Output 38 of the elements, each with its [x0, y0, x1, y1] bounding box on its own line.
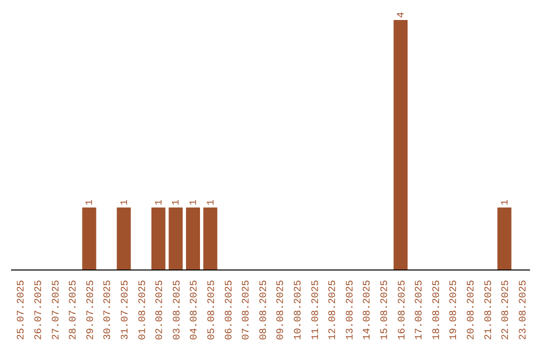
data-label: 1 — [85, 199, 96, 206]
data-label: 1 — [189, 199, 200, 206]
x-tick-label: 27.07.2025 — [51, 280, 62, 340]
data-label: 1 — [120, 199, 131, 206]
x-tick-label: 25.07.2025 — [16, 280, 28, 340]
x-tick-label: 18.08.2025 — [432, 280, 443, 340]
x-tick-label: 09.08.2025 — [276, 280, 288, 340]
x-tick-label: 19.08.2025 — [449, 280, 460, 340]
x-tick-label: 01.08.2025 — [138, 280, 149, 340]
x-tick-label: 12.08.2025 — [328, 280, 340, 340]
x-tick-label: 10.08.2025 — [293, 280, 304, 340]
x-tick-label: 15.08.2025 — [380, 280, 391, 340]
x-tick-label: 07.08.2025 — [242, 280, 253, 340]
x-tick-label: 17.08.2025 — [414, 280, 426, 340]
data-label: 1 — [500, 199, 512, 206]
x-tick-label: 20.08.2025 — [466, 280, 478, 340]
x-tick-label: 28.07.2025 — [68, 280, 80, 340]
x-tick-label: 23.08.2025 — [518, 280, 530, 340]
data-label: 4 — [396, 12, 408, 18]
x-tick-label: 21.08.2025 — [484, 280, 495, 340]
x-tick-label: 14.08.2025 — [362, 280, 374, 340]
x-tick-label: 11.08.2025 — [310, 280, 322, 340]
x-tick-label: 06.08.2025 — [224, 280, 236, 340]
x-tick-label: 05.08.2025 — [206, 280, 218, 340]
x-tick-label: 31.07.2025 — [120, 280, 132, 340]
data-label: 1 — [206, 199, 218, 206]
x-tick-label: 30.07.2025 — [103, 280, 114, 340]
x-tick-label: 03.08.2025 — [172, 280, 184, 340]
x-tick-label: 02.08.2025 — [155, 280, 166, 340]
x-tick-label: 04.08.2025 — [190, 280, 201, 340]
x-tick-label: 26.07.2025 — [34, 280, 45, 340]
x-tick-label: 13.08.2025 — [345, 280, 356, 340]
x-tick-label: 16.08.2025 — [397, 280, 408, 340]
x-tick-label: 08.08.2025 — [258, 280, 270, 340]
data-label: 1 — [154, 199, 166, 206]
x-tick-label: 22.08.2025 — [501, 280, 512, 340]
data-label: 1 — [172, 199, 183, 206]
x-tick-label: 29.07.2025 — [86, 280, 97, 340]
